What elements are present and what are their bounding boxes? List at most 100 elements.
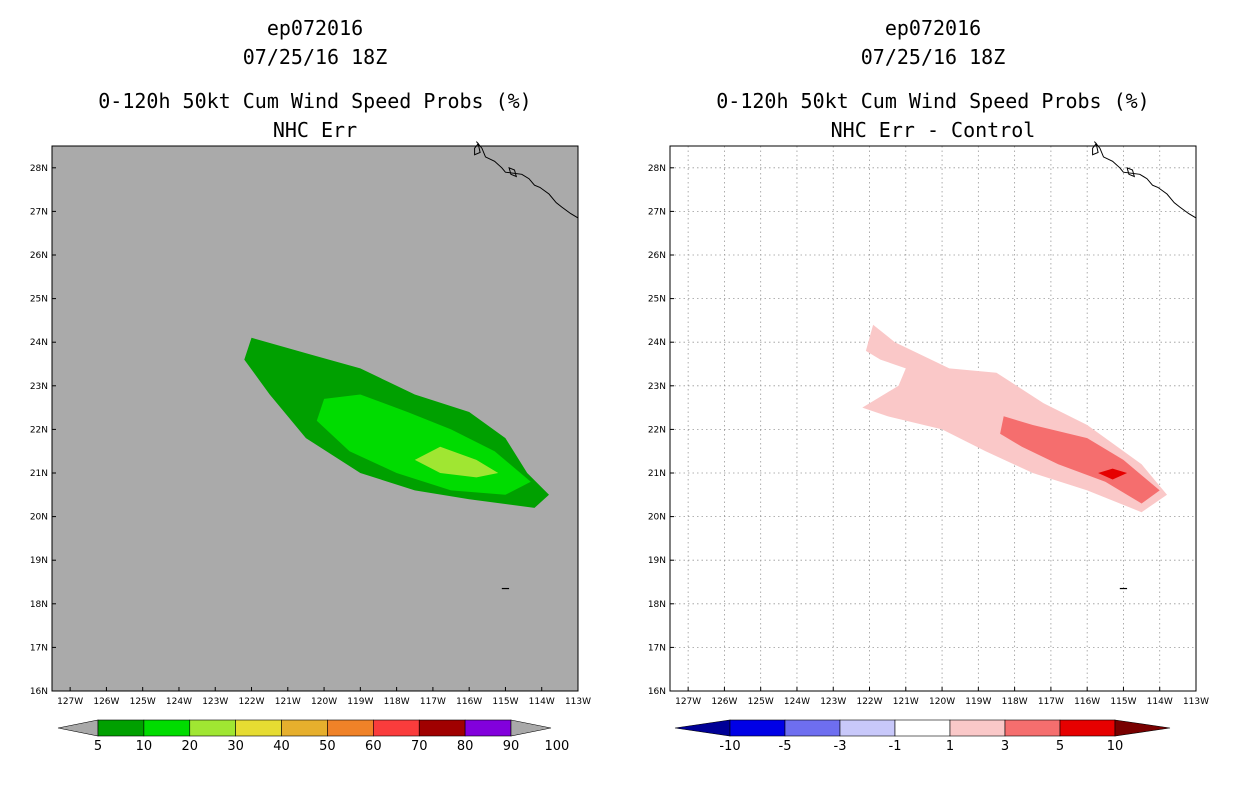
colorbar-swatch — [327, 719, 374, 737]
x-tick-label: 114W — [1147, 697, 1173, 707]
x-tick-label: 117W — [420, 697, 446, 707]
x-tick-label: 125W — [748, 697, 774, 707]
y-tick-label: 25N — [648, 295, 666, 305]
x-tick-label: 127W — [57, 697, 83, 707]
y-tick-label: 24N — [648, 338, 666, 348]
y-tick-label: 27N — [648, 207, 666, 217]
colorbar-swatch — [373, 719, 420, 737]
x-tick-label: 114W — [529, 697, 555, 707]
x-tick-label: 126W — [711, 697, 737, 707]
x-tick-label: 118W — [384, 697, 410, 707]
coastline — [476, 141, 579, 219]
y-tick-label: 23N — [648, 382, 666, 392]
right-panel-title-block: ep072016 07/25/16 18Z 0-120h 50kt Cum Wi… — [670, 14, 1196, 145]
colorbar-label: 70 — [411, 739, 428, 754]
colorbar-label: 10 — [136, 739, 153, 754]
colorbar-swatch — [729, 719, 786, 737]
contour-region-3 — [1000, 416, 1160, 504]
colorbar-label: -5 — [779, 739, 792, 754]
y-tick-label: 19N — [30, 556, 48, 566]
colorbar-swatch — [894, 719, 951, 737]
colorbar-swatch — [143, 719, 191, 737]
colorbar-label: 50 — [319, 739, 336, 754]
y-tick-label: 21N — [30, 469, 48, 479]
x-tick-label: 115W — [492, 697, 518, 707]
x-tick-label: 119W — [965, 697, 991, 707]
x-tick-label: 120W — [311, 697, 337, 707]
colorbar-label: 90 — [503, 739, 520, 754]
colorbar-swatch — [1004, 719, 1061, 737]
left-chart-title: 0-120h 50kt Cum Wind Speed Probs (%) — [98, 89, 532, 113]
colorbar-label: -1 — [889, 739, 902, 754]
y-tick-label: 18N — [30, 600, 48, 610]
y-tick-label: 21N — [648, 469, 666, 479]
x-tick-label: 113W — [565, 697, 591, 707]
y-tick-label: 16N — [648, 687, 666, 697]
x-tick-label: 116W — [1074, 697, 1100, 707]
colorbar-swatch — [1059, 719, 1116, 737]
left-chart-subtitle: NHC Err — [272, 118, 358, 142]
right-chart-title: 0-120h 50kt Cum Wind Speed Probs (%) — [716, 89, 1150, 113]
x-tick-label: 120W — [929, 697, 955, 707]
contour-region-20 — [414, 446, 499, 478]
x-tick-label: 127W — [675, 697, 701, 707]
y-tick-label: 25N — [30, 295, 48, 305]
right-date: 07/25/16 18Z — [860, 45, 1006, 69]
x-tick-label: 125W — [130, 697, 156, 707]
colorbar-label: 40 — [273, 739, 290, 754]
x-tick-label: 122W — [238, 697, 264, 707]
colorbar-label: 80 — [457, 739, 474, 754]
left-panel-title-block: ep072016 07/25/16 18Z 0-120h 50kt Cum Wi… — [52, 14, 578, 145]
x-tick-label: 121W — [275, 697, 301, 707]
colorbar-min-arrow — [674, 719, 731, 737]
x-tick-label: 123W — [820, 697, 846, 707]
colorbar-swatch — [784, 719, 841, 737]
x-tick-label: 121W — [893, 697, 919, 707]
coast-island — [474, 142, 481, 156]
y-tick-label: 19N — [648, 556, 666, 566]
y-tick-label: 20N — [648, 513, 666, 523]
colorbar-swatch — [281, 719, 328, 737]
colorbar-swatch — [189, 719, 236, 737]
colorbar-max-arrow — [510, 719, 552, 737]
plot-frame — [51, 145, 579, 692]
colorbar-label: 20 — [182, 739, 199, 754]
colorbar-min-arrow — [57, 719, 99, 737]
y-tick-label: 28N — [30, 164, 48, 174]
chart-panel-1: 127W 126W 125W 124W 123W 122W 121W 120W 119W 118W… — [30, 141, 591, 754]
contour-region-5 — [1098, 468, 1128, 480]
right-storm-id: ep072016 — [884, 16, 982, 40]
x-tick-label: 123W — [202, 697, 228, 707]
x-tick-label: 118W — [1002, 697, 1028, 707]
x-tick-label: 116W — [456, 697, 482, 707]
coast-island — [508, 166, 518, 178]
y-tick-label: 26N — [30, 251, 48, 261]
colorbar-swatch — [464, 719, 512, 737]
left-storm-id: ep072016 — [266, 16, 364, 40]
coast-island — [1092, 142, 1099, 156]
x-tick-label: 115W — [1110, 697, 1136, 707]
colorbar-max-arrow — [1114, 719, 1171, 737]
chart-panel-2: 127W 126W 125W 124W 123W 122W 121W 120W 119W 118W… — [648, 141, 1209, 754]
y-tick-label: 18N — [648, 600, 666, 610]
colorbar-swatch — [235, 719, 282, 737]
y-tick-label: 16N — [30, 687, 48, 697]
y-tick-label: 26N — [648, 251, 666, 261]
y-tick-label: 22N — [648, 425, 666, 435]
y-tick-label: 17N — [30, 643, 48, 653]
x-tick-label: 124W — [784, 697, 810, 707]
y-tick-label: 28N — [648, 164, 666, 174]
colorbar-label: -10 — [719, 739, 740, 754]
colorbar-label: -3 — [834, 739, 847, 754]
colorbar-swatch — [839, 719, 896, 737]
y-tick-label: 20N — [30, 513, 48, 523]
x-tick-label: 119W — [347, 697, 373, 707]
y-tick-label: 24N — [30, 338, 48, 348]
colorbar-swatch — [949, 719, 1006, 737]
x-tick-label: 126W — [93, 697, 119, 707]
colorbar-swatch — [97, 719, 145, 737]
x-tick-label: 117W — [1038, 697, 1064, 707]
x-tick-label: 113W — [1183, 697, 1209, 707]
right-chart-subtitle: NHC Err - Control — [830, 118, 1036, 142]
